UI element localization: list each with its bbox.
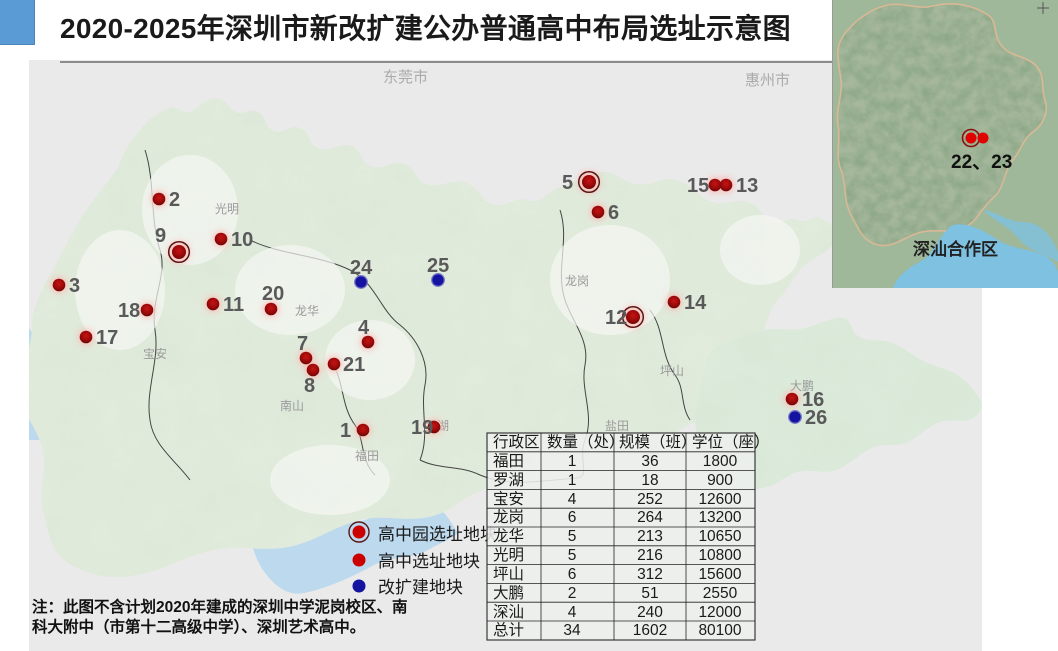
svg-text:深汕合作区: 深汕合作区	[913, 239, 998, 259]
svg-text:龙华: 龙华	[493, 527, 524, 545]
svg-text:光明: 光明	[215, 202, 239, 216]
svg-text:福田: 福田	[493, 452, 524, 470]
svg-text:24: 24	[350, 257, 373, 279]
svg-text:15: 15	[687, 175, 709, 197]
svg-text:1800: 1800	[703, 453, 738, 470]
svg-text:光明: 光明	[493, 546, 524, 564]
svg-text:龙岗: 龙岗	[493, 508, 524, 526]
svg-text:7: 7	[297, 333, 308, 355]
svg-text:34: 34	[563, 622, 581, 639]
svg-text:2550: 2550	[703, 585, 738, 602]
svg-text:1602: 1602	[633, 622, 667, 639]
svg-text:惠州市: 惠州市	[745, 72, 790, 89]
svg-text:福田: 福田	[355, 448, 379, 463]
svg-text:21: 21	[343, 354, 365, 376]
svg-text:19: 19	[411, 417, 433, 439]
svg-text:龙华: 龙华	[295, 304, 319, 318]
svg-text:8: 8	[304, 375, 315, 397]
svg-text:13200: 13200	[698, 509, 741, 526]
svg-text:264: 264	[637, 509, 663, 526]
svg-text:12000: 12000	[698, 604, 741, 621]
svg-text:科大附中（市第十二高级中学）、深圳艺术高中。: 科大附中（市第十二高级中学）、深圳艺术高中。	[32, 617, 365, 636]
svg-text:深汕: 深汕	[493, 603, 524, 621]
svg-text:规模（班）: 规模（班）	[619, 433, 697, 451]
svg-text:26: 26	[805, 407, 827, 429]
svg-text:10800: 10800	[698, 547, 741, 564]
svg-text:36: 36	[641, 453, 658, 470]
svg-text:216: 216	[637, 547, 663, 564]
svg-text:80100: 80100	[698, 622, 741, 639]
svg-text:4: 4	[568, 604, 577, 621]
svg-text:51: 51	[641, 585, 658, 602]
svg-text:大鹏: 大鹏	[493, 584, 524, 602]
svg-text:1: 1	[340, 420, 351, 442]
svg-text:宝安: 宝安	[143, 346, 167, 361]
svg-text:4: 4	[568, 491, 577, 508]
svg-text:20: 20	[262, 283, 284, 305]
svg-text:学位（座）: 学位（座）	[692, 433, 770, 451]
svg-text:10650: 10650	[698, 528, 741, 545]
svg-text:252: 252	[637, 491, 663, 508]
svg-text:14: 14	[684, 292, 707, 314]
svg-text:6: 6	[568, 566, 577, 583]
svg-text:213: 213	[637, 528, 663, 545]
svg-text:1: 1	[568, 453, 577, 470]
svg-text:312: 312	[637, 566, 663, 583]
svg-text:13: 13	[736, 175, 758, 197]
svg-text:2: 2	[568, 585, 577, 602]
svg-text:11: 11	[223, 294, 244, 316]
svg-text:17: 17	[96, 327, 118, 349]
svg-text:18: 18	[641, 472, 658, 489]
svg-text:数量（处）: 数量（处）	[547, 433, 625, 451]
svg-text:南山: 南山	[280, 398, 304, 413]
svg-text:22、23: 22、23	[951, 152, 1012, 173]
svg-text:龙岗: 龙岗	[565, 274, 589, 288]
svg-text:行政区: 行政区	[493, 433, 540, 451]
svg-text:改扩建地块: 改扩建地块	[378, 578, 463, 597]
svg-text:宝安: 宝安	[493, 490, 524, 508]
svg-text:坪山: 坪山	[493, 565, 524, 583]
svg-text:18: 18	[118, 300, 140, 322]
svg-text:10: 10	[231, 229, 253, 251]
svg-text:25: 25	[427, 255, 449, 277]
svg-text:12: 12	[605, 307, 627, 329]
svg-text:总计: 总计	[493, 621, 524, 639]
svg-text:高中选址地块: 高中选址地块	[378, 552, 480, 571]
svg-text:3: 3	[69, 275, 80, 297]
svg-text:东莞市: 东莞市	[383, 69, 428, 86]
svg-text:注：此图不含计划2020年建成的深圳中学泥岗校区、南: 注：此图不含计划2020年建成的深圳中学泥岗校区、南	[32, 597, 407, 616]
svg-text:2: 2	[169, 189, 180, 211]
svg-text:900: 900	[707, 472, 733, 489]
svg-text:5: 5	[562, 172, 573, 194]
svg-text:9: 9	[155, 225, 166, 247]
svg-text:6: 6	[568, 509, 577, 526]
svg-text:罗湖: 罗湖	[493, 471, 524, 489]
svg-text:高中园选址地块: 高中园选址地块	[378, 525, 497, 544]
svg-text:5: 5	[568, 528, 577, 545]
svg-text:盐田: 盐田	[605, 419, 629, 433]
svg-text:12600: 12600	[698, 491, 741, 508]
svg-text:4: 4	[358, 317, 370, 339]
svg-text:6: 6	[608, 202, 619, 224]
svg-text:5: 5	[568, 547, 577, 564]
svg-text:1: 1	[568, 472, 577, 489]
svg-text:15600: 15600	[698, 566, 741, 583]
svg-text:坪山: 坪山	[660, 364, 684, 378]
svg-text:240: 240	[637, 604, 663, 621]
